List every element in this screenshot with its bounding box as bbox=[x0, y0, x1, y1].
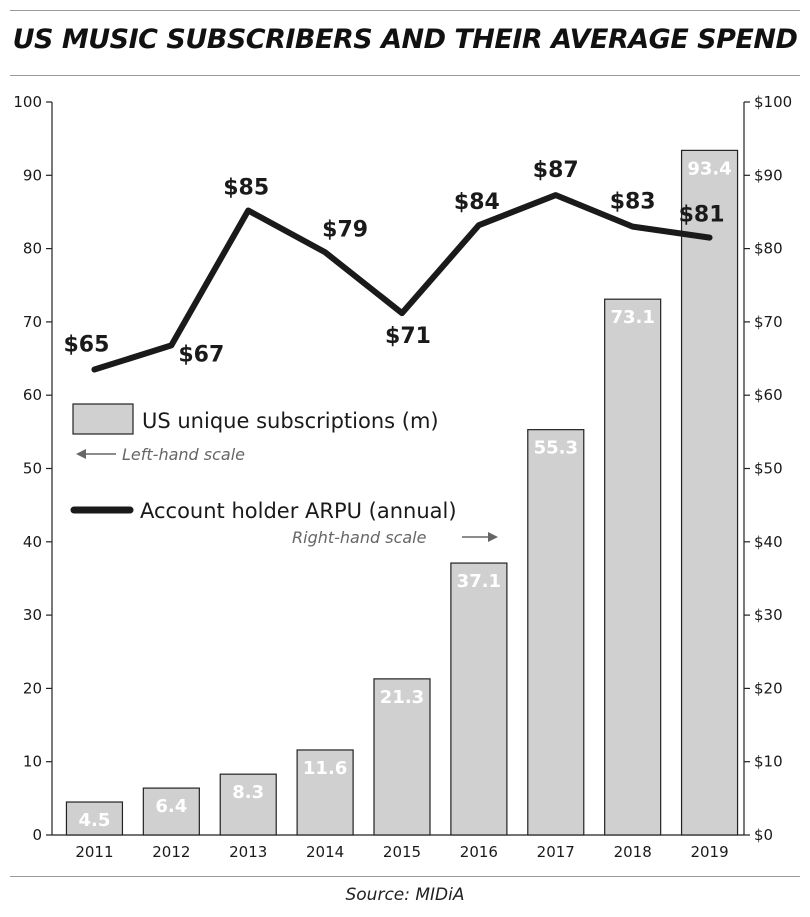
bar-2015 bbox=[373, 678, 431, 836]
title-rule bbox=[10, 75, 800, 76]
bar-label: 11.6 bbox=[303, 758, 347, 779]
x-axis-tick-label: 2018 bbox=[614, 843, 652, 861]
bar-2013 bbox=[219, 773, 277, 836]
arpu-label: $65 bbox=[63, 333, 109, 358]
arpu-label: $71 bbox=[385, 324, 431, 349]
arpu-label: $67 bbox=[178, 342, 224, 367]
left-arrow-icon bbox=[76, 449, 86, 459]
chart-title: US MUSIC SUBSCRIBERS AND THEIR AVERAGE S… bbox=[12, 24, 798, 55]
bar-2014 bbox=[296, 749, 354, 836]
bar-label: 73.1 bbox=[610, 307, 654, 328]
legend-bar-label: US unique subscriptions (m) bbox=[142, 409, 439, 433]
bar-2016 bbox=[450, 562, 508, 836]
left-axis-tick-label: 0 bbox=[32, 826, 42, 844]
arpu-label: $83 bbox=[610, 190, 656, 215]
left-axis-tick-label: 90 bbox=[23, 166, 42, 184]
x-axis-tick-label: 2013 bbox=[229, 843, 267, 861]
legend-line-note: Right-hand scale bbox=[292, 528, 427, 547]
right-axis-tick-label: $70 bbox=[754, 313, 783, 331]
x-axis-tick-label: 2017 bbox=[537, 843, 575, 861]
arpu-label: $85 bbox=[223, 175, 269, 200]
bar-label: 8.3 bbox=[232, 782, 264, 803]
bar-label: 93.4 bbox=[687, 158, 731, 179]
x-axis-tick-label: 2019 bbox=[690, 843, 728, 861]
right-axis-tick-label: $50 bbox=[754, 460, 783, 478]
chart-source: Source: MIDiA bbox=[345, 885, 465, 905]
arpu-label: $87 bbox=[533, 158, 579, 183]
left-axis-tick-label: 50 bbox=[23, 460, 42, 478]
right-axis-tick-label: $90 bbox=[754, 166, 783, 184]
bar-label: 21.3 bbox=[380, 687, 424, 708]
left-axis-tick-label: 70 bbox=[23, 313, 42, 331]
left-axis-tick-label: 60 bbox=[23, 386, 42, 404]
right-axis-tick-label: $60 bbox=[754, 386, 783, 404]
bar-2012 bbox=[142, 787, 200, 836]
legend-bar-swatch bbox=[72, 403, 134, 435]
left-axis-tick-label: 80 bbox=[23, 240, 42, 258]
right-axis-tick-label: $30 bbox=[754, 606, 783, 624]
bar-label: 55.3 bbox=[534, 438, 578, 459]
right-axis-tick-label: $0 bbox=[754, 826, 773, 844]
x-axis-tick-label: 2016 bbox=[460, 843, 498, 861]
left-axis-tick-label: 10 bbox=[23, 753, 42, 771]
x-axis-tick-label: 2014 bbox=[306, 843, 344, 861]
bar-label: 37.1 bbox=[457, 571, 501, 592]
left-axis-tick-label: 30 bbox=[23, 606, 42, 624]
bar-label: 6.4 bbox=[155, 796, 187, 817]
right-axis-tick-label: $10 bbox=[754, 753, 783, 771]
right-axis-tick-label: $20 bbox=[754, 679, 783, 697]
left-axis-tick-label: 40 bbox=[23, 533, 42, 551]
bar-2017 bbox=[527, 429, 585, 836]
x-axis-tick-label: 2015 bbox=[383, 843, 421, 861]
right-arrow-icon bbox=[488, 532, 498, 542]
right-axis-tick-label: $80 bbox=[754, 240, 783, 258]
left-axis-tick-label: 100 bbox=[13, 93, 42, 111]
top-rule bbox=[10, 10, 800, 11]
arpu-label: $84 bbox=[454, 190, 500, 215]
arpu-label: $81 bbox=[679, 203, 725, 228]
bar-label: 4.5 bbox=[78, 810, 110, 831]
x-axis-tick-label: 2012 bbox=[152, 843, 190, 861]
right-axis-tick-label: $100 bbox=[754, 93, 792, 111]
legend-bar-note: Left-hand scale bbox=[122, 445, 245, 464]
bar-2011 bbox=[65, 801, 124, 836]
x-axis-tick-label: 2011 bbox=[75, 843, 113, 861]
bottom-rule bbox=[10, 876, 800, 877]
legend-line-label: Account holder ARPU (annual) bbox=[140, 499, 457, 523]
bar-2018 bbox=[604, 298, 662, 836]
bar-2019 bbox=[680, 149, 739, 836]
left-axis-tick-label: 20 bbox=[23, 679, 42, 697]
arpu-label: $79 bbox=[322, 217, 368, 242]
right-axis-tick-label: $40 bbox=[754, 533, 783, 551]
